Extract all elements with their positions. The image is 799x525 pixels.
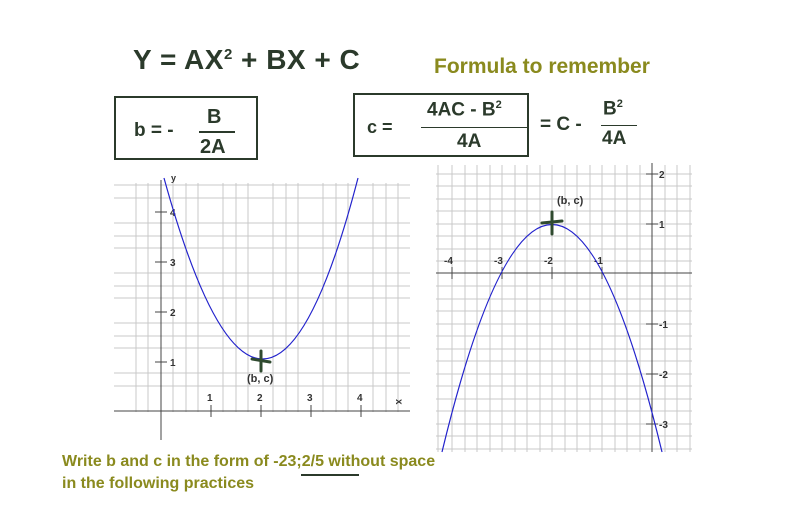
left-x-tick-label: 4: [357, 393, 363, 404]
footer-line-1-prefix: Write b and c in the form of: [62, 453, 274, 470]
footer-example: -23;2/5: [273, 453, 324, 470]
left-vertex-marker: [250, 349, 272, 373]
c-formula-numerator-exponent: 2: [495, 99, 502, 111]
left-graph: 4 3 2 1 1 2 3 4 x y (b, c): [114, 175, 410, 440]
c-formula-denominator2: 4A: [602, 128, 627, 149]
footer-line-1-suffix: without space: [323, 453, 436, 470]
left-x-tick-label: 2: [257, 393, 263, 404]
c-formula-numerator2-text: B: [603, 98, 617, 120]
main-formula: Y = AX2 + BX + C: [133, 44, 360, 76]
left-y-tick-label: 1: [170, 358, 176, 369]
c-formula-box: c = 4AC - B2 4A: [353, 93, 529, 157]
footer-example-underline: [301, 474, 359, 476]
left-y-tick-label: 4: [170, 208, 176, 219]
c-formula-numerator2: B2: [603, 98, 623, 120]
right-y-tick-label: -2: [659, 370, 668, 381]
c-formula-lhs: c =: [367, 117, 393, 137]
main-formula-lhs: Y = AX: [133, 44, 224, 75]
right-x-tick-label: -1: [594, 256, 603, 267]
right-x-tick-label: -4: [444, 256, 453, 267]
c-formula-numerator-text: 4AC - B: [427, 99, 496, 121]
b-formula-box: b = - B 2A: [114, 96, 258, 160]
b-formula-lhs: b = -: [134, 120, 174, 141]
b-formula-fraction-bar: [199, 131, 235, 133]
right-y-tick-label: 2: [659, 170, 665, 181]
left-x-tick-label: 3: [307, 393, 313, 404]
left-graph-grid: [114, 183, 410, 412]
c-formula-numerator: 4AC - B2: [427, 99, 502, 121]
c-formula-fraction-bar: [421, 127, 529, 128]
left-graph-axes: [114, 180, 410, 440]
right-graph-grid: [436, 165, 692, 452]
formula-note: Formula to remember: [434, 55, 650, 78]
left-x-tick-label: 1: [207, 393, 213, 404]
main-formula-exponent: 2: [223, 46, 233, 63]
footer-line-1: Write b and c in the form of -23;2/5 wit…: [62, 453, 435, 471]
c-formula-middle: = C -: [540, 114, 582, 135]
left-y-tick-label: 3: [170, 258, 176, 269]
left-graph-tick-labels: 4 3 2 1 1 2 3 4 x y: [170, 175, 404, 405]
left-vertex-label: (b, c): [247, 373, 274, 385]
c-formula-denominator: 4A: [457, 131, 482, 152]
c-formula-numerator2-exponent: 2: [616, 98, 623, 110]
main-formula-rhs: + BX + C: [232, 44, 361, 75]
b-formula-denominator: 2A: [200, 136, 226, 158]
right-graph-tick-labels: 2 1 -1 -2 -3 -4 -3 -2 -1: [444, 170, 668, 431]
left-parabola-curve: [163, 177, 359, 360]
right-vertex-marker: [540, 210, 564, 236]
left-x-axis-label: x: [393, 399, 404, 405]
right-y-tick-label: -1: [659, 320, 668, 331]
left-y-tick-label: 2: [170, 308, 176, 319]
b-formula-numerator: B: [207, 106, 222, 128]
right-x-tick-label: -3: [494, 256, 503, 267]
right-graph: 2 1 -1 -2 -3 -4 -3 -2 -1 (b, c): [436, 163, 692, 453]
right-y-tick-label: 1: [659, 220, 665, 231]
c-formula-fraction-bar-2: [601, 125, 637, 126]
left-y-axis-label: y: [171, 175, 176, 183]
right-y-tick-label: -3: [659, 420, 668, 431]
right-vertex-label: (b, c): [557, 195, 584, 207]
footer-line-2: in the following practices: [62, 475, 255, 492]
right-graph-axes: [436, 163, 692, 452]
right-x-tick-label: -2: [544, 256, 553, 267]
